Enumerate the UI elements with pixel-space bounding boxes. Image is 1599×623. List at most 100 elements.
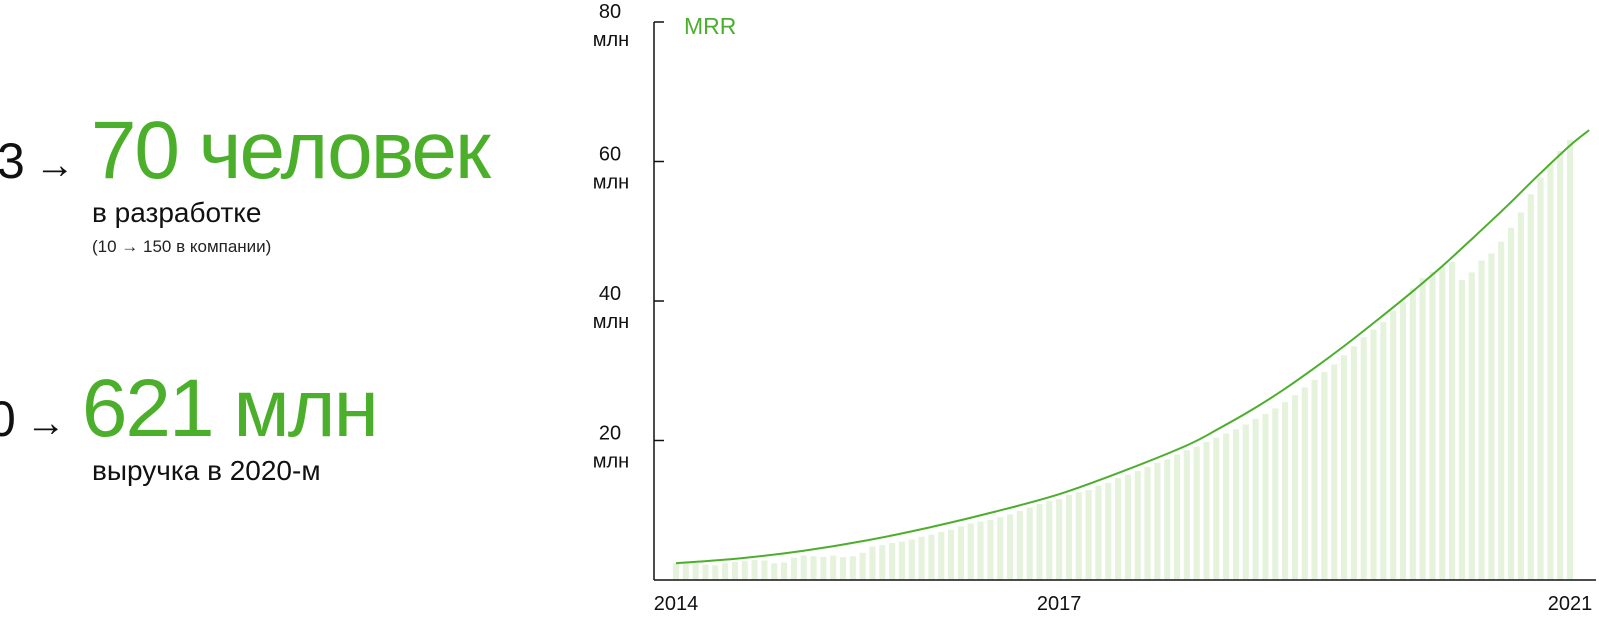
mrr-bar — [820, 556, 827, 580]
mrr-bar — [1468, 272, 1475, 580]
mrr-bar — [731, 561, 738, 580]
mrr-chart: 20 млн 40 млн 60 млн 80 млн 2014 2017 2021 MRR — [593, 1, 1596, 615]
mrr-bar — [1350, 346, 1357, 580]
y-tick-unit: млн — [593, 451, 629, 473]
mrr-bar — [1527, 194, 1534, 580]
mrr-bar — [1252, 418, 1259, 580]
y-tick-value: 60 — [599, 144, 621, 166]
mrr-bar — [1213, 437, 1220, 580]
mrr-bar — [1399, 301, 1407, 580]
mrr-bar — [1488, 253, 1495, 580]
mrr-bar — [948, 529, 955, 580]
developers-arrow-icon: → — [34, 143, 75, 187]
mrr-bar — [682, 561, 689, 580]
mrr-bar — [1046, 501, 1053, 580]
x-tick-label: 2017 — [1037, 593, 1082, 615]
mrr-bar — [859, 552, 866, 580]
mrr-bar — [1262, 414, 1269, 580]
mrr-bar — [741, 561, 748, 580]
mrr-bar — [1508, 227, 1515, 580]
mrr-bar — [1449, 261, 1456, 580]
mrr-bar — [898, 541, 905, 580]
mrr-bar — [869, 546, 876, 580]
mrr-bar — [1547, 163, 1554, 580]
mrr-bar — [1291, 395, 1298, 580]
mrr-bar — [1498, 241, 1505, 580]
mrr-bar — [1065, 494, 1073, 580]
revenue-from: 0 — [0, 391, 16, 447]
y-tick-unit: млн — [593, 172, 629, 194]
mrr-bar — [1223, 433, 1230, 580]
mrr-bar — [928, 534, 935, 580]
mrr-bar — [810, 556, 817, 580]
mrr-bar — [1341, 355, 1348, 580]
mrr-bar — [1144, 467, 1151, 580]
developers-note: (10 → 150 в компании) — [92, 236, 272, 256]
mrr-bar — [1537, 177, 1544, 581]
revenue-arrow-icon: → — [25, 401, 66, 445]
mrr-bar — [1056, 499, 1063, 580]
mrr-bar — [790, 557, 797, 580]
mrr-bar — [1311, 379, 1318, 580]
mrr-bar — [672, 563, 680, 580]
mrr-bar — [908, 539, 915, 580]
mrr-bar — [1517, 212, 1524, 581]
ticks-layer: 20 млн 40 млн 60 млн 80 млн 2014 2017 2021 — [593, 1, 1592, 615]
mrr-bar — [722, 563, 729, 580]
y-tick-unit: млн — [593, 311, 629, 333]
y-tick-value: 80 — [599, 1, 621, 23]
mrr-bar — [1075, 492, 1082, 580]
mrr-bar — [849, 556, 856, 580]
developers-caption: в разработке — [92, 197, 262, 228]
developers-value: 70 человек — [90, 105, 491, 196]
y-tick-value: 20 — [599, 423, 621, 445]
mrr-bar — [1272, 408, 1279, 580]
mrr-bar — [1557, 151, 1564, 581]
mrr-bar — [1016, 510, 1023, 580]
mrr-bar — [1458, 280, 1465, 580]
mrr-bar — [1006, 514, 1014, 580]
x-tick-label: 2014 — [654, 593, 699, 615]
mrr-bar — [1331, 364, 1338, 580]
mrr-bar — [751, 559, 758, 580]
mrr-bar — [1203, 441, 1210, 580]
mrr-bar — [702, 564, 709, 580]
mrr-bar — [761, 560, 768, 580]
mrr-bar — [1409, 288, 1416, 580]
revenue-row: 0 → 621 млн — [0, 362, 379, 456]
mrr-bar — [839, 556, 847, 580]
mrr-bar — [1232, 429, 1240, 580]
mrr-bar — [1124, 474, 1131, 580]
y-tick-unit: млн — [593, 29, 629, 51]
mrr-bar — [957, 526, 964, 580]
mrr-bar — [1282, 402, 1289, 580]
mrr-bar — [771, 563, 778, 580]
mrr-bar — [1321, 372, 1328, 580]
mrr-bar — [800, 555, 807, 580]
mrr-bar — [1370, 329, 1377, 580]
revenue-value: 621 млн — [81, 363, 379, 454]
mrr-bar — [879, 545, 886, 581]
mrr-bar — [938, 531, 945, 580]
series-label: MRR — [684, 13, 736, 39]
x-tick-label: 2021 — [1548, 593, 1593, 615]
mrr-bar — [1164, 459, 1171, 580]
mrr-bar — [1439, 266, 1446, 580]
mrr-bar — [1360, 337, 1367, 580]
mrr-bar — [1026, 507, 1033, 580]
mrr-bar — [1134, 471, 1141, 580]
mrr-bar — [692, 563, 699, 580]
mrr-bar — [1036, 503, 1043, 580]
mrr-bar — [987, 520, 994, 580]
mrr-bar — [712, 565, 719, 580]
mrr-bar — [1242, 424, 1249, 580]
mrr-bar — [1301, 387, 1308, 580]
mrr-bar — [1478, 260, 1485, 580]
mrr-bar — [1085, 490, 1092, 580]
mrr-bar — [1154, 462, 1161, 580]
mrr-bar — [1566, 139, 1574, 580]
mrr-bar — [1390, 310, 1397, 580]
mrr-bar — [967, 523, 974, 580]
mrr-bar — [889, 543, 896, 580]
mrr-bar — [1380, 321, 1387, 580]
